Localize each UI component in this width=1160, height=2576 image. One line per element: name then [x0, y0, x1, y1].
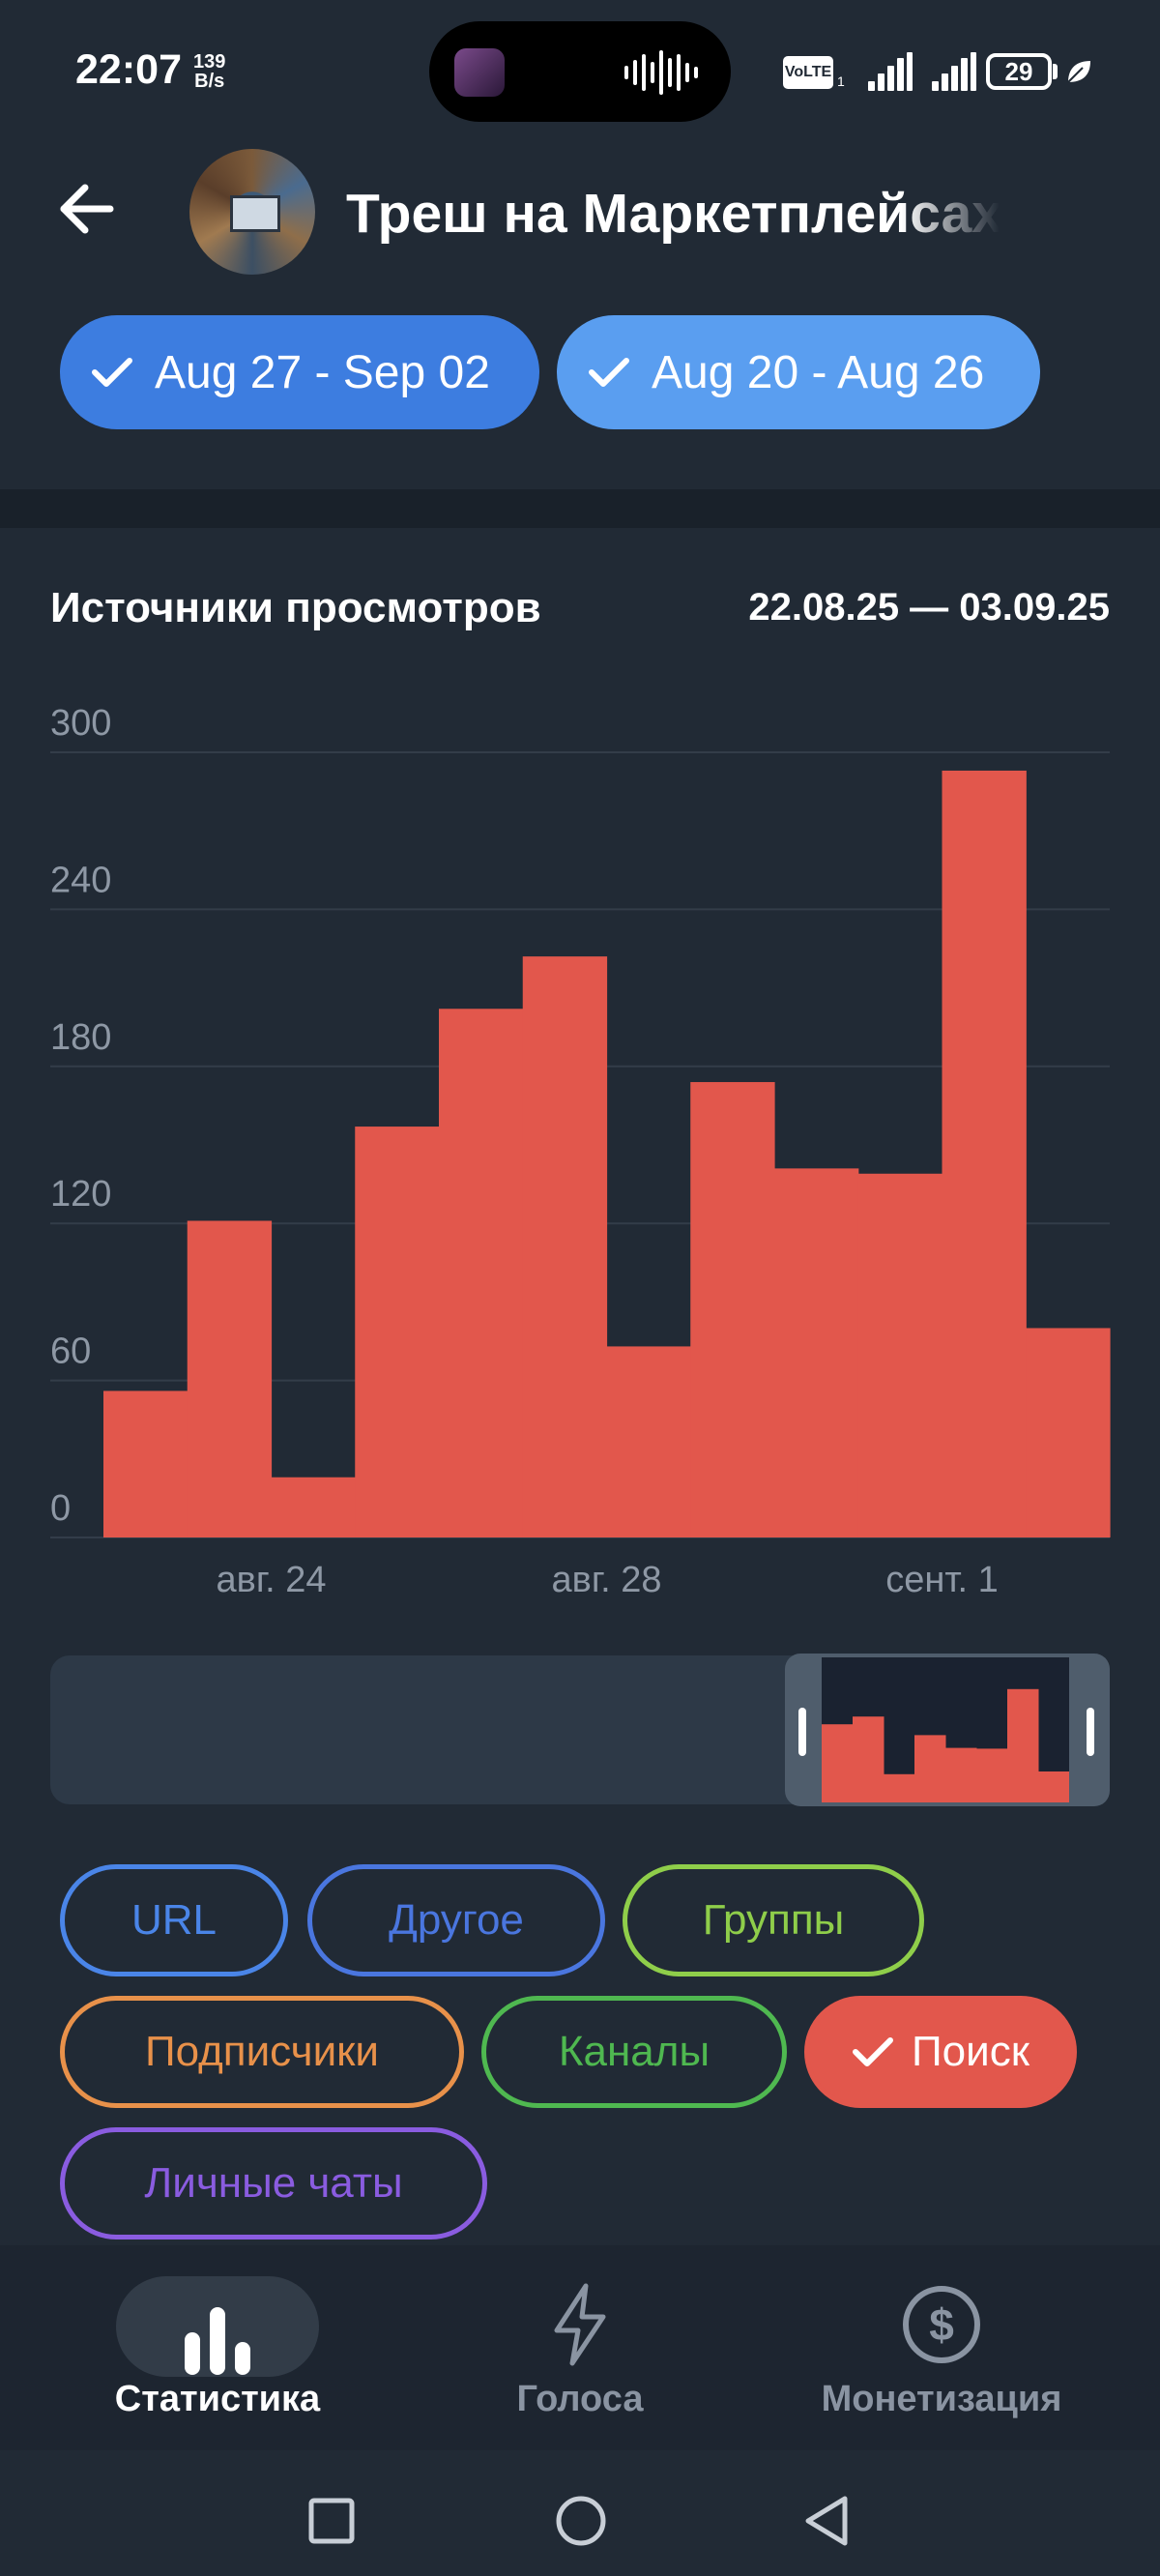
filter-chip-label: Личные чаты	[144, 2159, 403, 2207]
signal-icon-2	[932, 52, 976, 91]
y-tick-label: 120	[50, 1174, 111, 1215]
dollar-icon: $	[903, 2286, 980, 2363]
volte-sim-label: 1	[837, 73, 845, 89]
tab-label: Статистика	[114, 2379, 321, 2419]
tab-votes[interactable]: Голоса	[406, 2253, 754, 2437]
mini-bar	[822, 1724, 854, 1802]
filter-chip-label: Другое	[389, 1896, 524, 1944]
bar	[857, 1173, 943, 1537]
status-time: 22:07	[75, 46, 182, 93]
bar	[1026, 1328, 1111, 1537]
week-chip-label: Aug 27 - Sep 02	[155, 346, 490, 398]
network-speed: 139 B/s	[193, 52, 225, 91]
y-tick-label: 180	[50, 1017, 111, 1058]
mini-bar	[914, 1735, 946, 1802]
channel-avatar[interactable]	[189, 149, 315, 275]
signal-icon	[868, 52, 913, 91]
chart-title: Источники просмотров	[50, 584, 541, 631]
check-icon	[853, 2037, 894, 2066]
x-tick-label: авг. 28	[552, 1560, 662, 1600]
views-sources-chart[interactable]: 0 60 120 180 240 300 авг. 24 авг. 28 сент. 1	[0, 677, 1160, 1605]
mini-bar	[945, 1747, 977, 1802]
leaf-icon	[1067, 61, 1090, 83]
filter-chip-label: URL	[130, 1896, 218, 1944]
bar	[103, 1390, 188, 1537]
volte-icon: VoLTE	[783, 56, 833, 89]
chart-bars[interactable]	[103, 770, 1111, 1537]
status-bar: 22:07 139 B/s VoLTE 1 29	[0, 0, 1160, 145]
bar-chart-icon	[185, 2307, 250, 2375]
filter-chip-channels[interactable]: Каналы	[481, 1996, 787, 2108]
week-chip-label: Aug 20 - Aug 26	[652, 346, 985, 398]
y-tick-label: 240	[50, 860, 111, 900]
bar	[271, 1477, 356, 1537]
bar	[439, 1009, 524, 1537]
tab-monetization[interactable]: $ Монетизация	[768, 2253, 1116, 2437]
range-handle-right[interactable]	[1087, 1708, 1094, 1756]
lightning-icon	[554, 2283, 606, 2366]
check-icon	[589, 358, 629, 387]
chart-x-ticks: авг. 24 авг. 28 сент. 1	[217, 1560, 999, 1600]
back-arrow-icon[interactable]	[58, 180, 116, 238]
range-navigator-mini-chart	[822, 1688, 1069, 1802]
battery-icon: 29	[986, 53, 1052, 90]
y-tick-label: 300	[50, 703, 111, 744]
x-tick-label: авг. 24	[217, 1560, 327, 1600]
network-speed-unit: B/s	[194, 71, 225, 92]
check-icon	[92, 358, 132, 387]
mini-bar	[884, 1773, 915, 1802]
bar	[690, 1082, 775, 1537]
filter-chip-subscribers[interactable]: Подписчики	[60, 1996, 464, 2108]
y-tick-label: 0	[50, 1488, 71, 1529]
filter-chip-label: Поиск	[912, 2028, 1030, 2075]
section-divider	[0, 489, 1160, 528]
audio-wave-icon	[624, 50, 698, 95]
mini-bar	[1007, 1688, 1039, 1802]
y-tick-label: 60	[50, 1332, 91, 1372]
bar	[942, 770, 1027, 1537]
bar	[774, 1168, 859, 1537]
filter-chip-label: Группы	[702, 1896, 845, 1944]
filter-chip-url[interactable]: URL	[60, 1864, 288, 1976]
filter-chip-label: Подписчики	[144, 2028, 380, 2075]
filter-chip-label: Каналы	[558, 2028, 710, 2075]
recent-apps-icon[interactable]	[307, 2497, 356, 2545]
system-navigation-bar	[0, 2450, 1160, 2576]
week-chip-aug20-aug26[interactable]: Aug 20 - Aug 26	[557, 315, 1040, 429]
tab-label: Голоса	[516, 2379, 644, 2419]
filter-chip-private-chats[interactable]: Личные чаты	[60, 2127, 487, 2239]
bar	[187, 1220, 273, 1537]
svg-text:$: $	[929, 2299, 954, 2350]
home-icon[interactable]	[555, 2495, 607, 2547]
mini-bar	[1038, 1771, 1069, 1802]
network-speed-value: 139	[193, 51, 226, 73]
battery-nub	[1053, 64, 1058, 79]
chart-date-range: 22.08.25 — 03.09.25	[748, 586, 1110, 629]
bar	[606, 1346, 691, 1537]
mini-bar	[853, 1716, 884, 1802]
week-chip-aug27-sep02[interactable]: Aug 27 - Sep 02	[60, 315, 539, 429]
range-handle-left[interactable]	[798, 1708, 806, 1756]
filter-chip-search[interactable]: Поиск	[804, 1996, 1077, 2108]
bar	[522, 956, 608, 1537]
media-thumbnail	[454, 48, 505, 97]
channel-title: Треш на Маркетплейсах	[346, 183, 1000, 245]
back-nav-icon[interactable]	[802, 2495, 851, 2547]
bar	[355, 1127, 440, 1537]
mini-bar	[976, 1748, 1008, 1802]
filter-chip-groups[interactable]: Группы	[623, 1864, 924, 1976]
tab-statistics[interactable]: Статистика	[44, 2253, 392, 2437]
tab-label: Монетизация	[821, 2379, 1062, 2419]
x-tick-label: сент. 1	[885, 1560, 999, 1600]
filter-chip-other[interactable]: Другое	[307, 1864, 605, 1976]
chart-y-ticks: 0 60 120 180 240 300	[50, 703, 111, 1529]
